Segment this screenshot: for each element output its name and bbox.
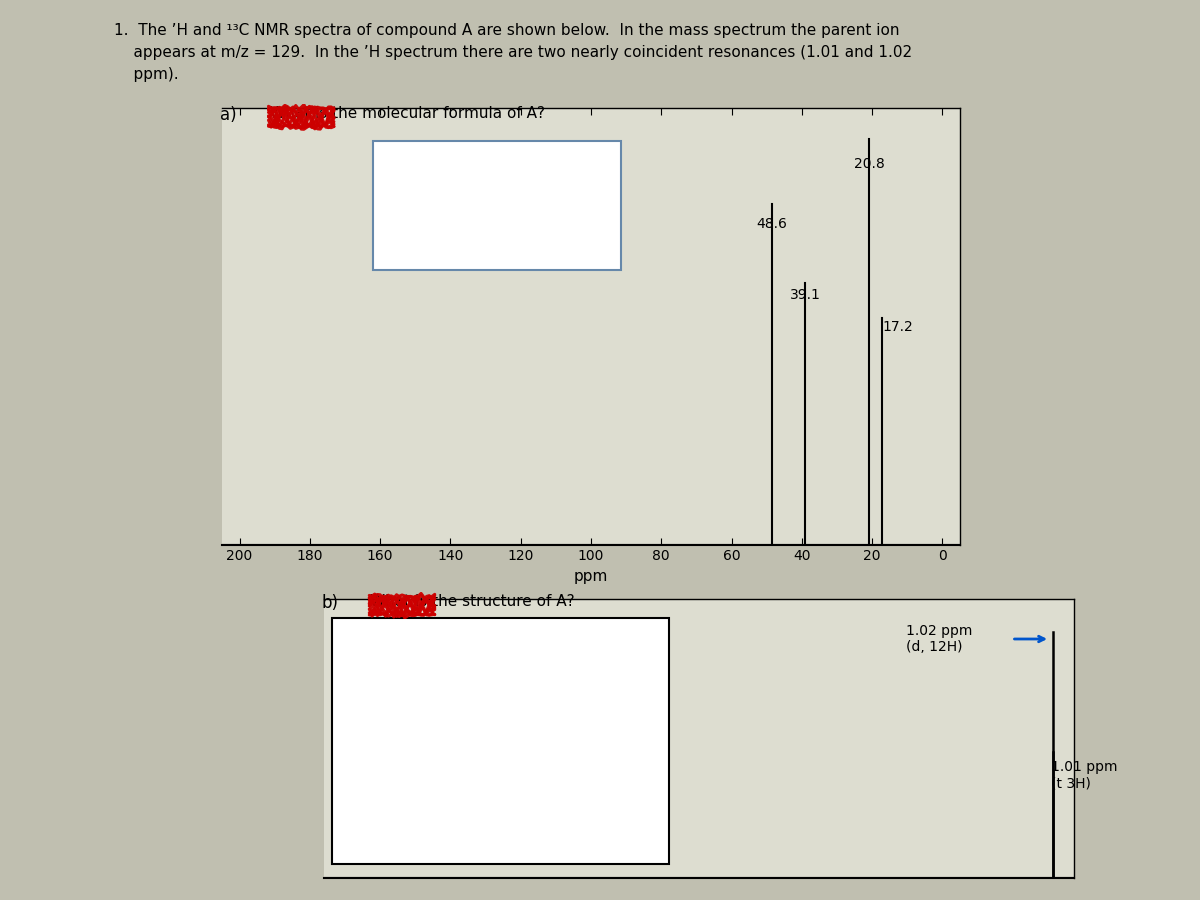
Text: 17.2: 17.2 [882, 320, 913, 334]
Text: b): b) [322, 594, 338, 612]
Text: What is the molecular formula of A?: What is the molecular formula of A? [270, 106, 545, 122]
FancyBboxPatch shape [331, 618, 670, 864]
Text: appears at m/z = 129.  In the ʼH spectrum there are two nearly coincident resona: appears at m/z = 129. In the ʼH spectrum… [114, 45, 912, 60]
Text: What is the structure of A?: What is the structure of A? [370, 594, 575, 609]
X-axis label: ppm: ppm [574, 569, 608, 584]
Text: 1.02 ppm
(d, 12H): 1.02 ppm (d, 12H) [906, 624, 972, 654]
FancyBboxPatch shape [373, 140, 620, 269]
Text: 20.8: 20.8 [854, 158, 884, 172]
Text: 48.6: 48.6 [756, 217, 787, 231]
Text: a): a) [220, 106, 236, 124]
Text: 1.01 ppm
(t 3H): 1.01 ppm (t 3H) [1051, 760, 1117, 791]
Text: ppm).: ppm). [114, 68, 179, 83]
Text: 39.1: 39.1 [790, 288, 821, 302]
Text: 1.  The ʼH and ¹³C NMR spectra of compound A are shown below.  In the mass spect: 1. The ʼH and ¹³C NMR spectra of compoun… [114, 22, 900, 38]
